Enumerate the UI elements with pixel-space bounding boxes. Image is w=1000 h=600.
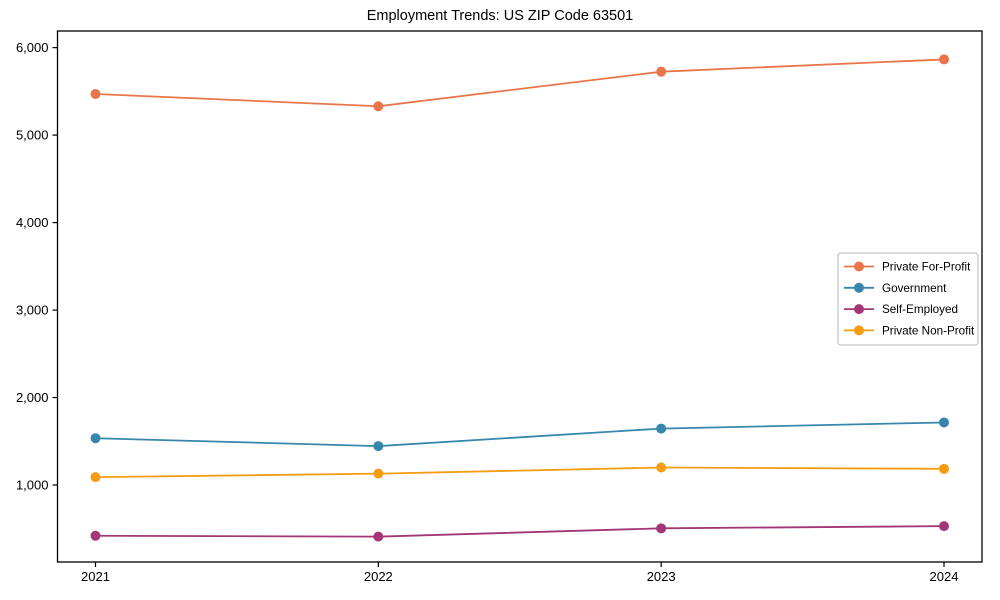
legend-label: Private Non-Profit xyxy=(882,324,975,337)
point-self-employed-2022 xyxy=(373,531,384,542)
point-private-for-profit-2021 xyxy=(90,88,101,99)
point-private-non-profit-2022 xyxy=(373,468,384,479)
point-self-employed-2023 xyxy=(656,523,667,534)
point-self-employed-2021 xyxy=(90,530,101,541)
y-tick-label: 1,000 xyxy=(16,478,49,493)
y-tick-label: 2,000 xyxy=(16,390,49,405)
point-government-2021 xyxy=(90,433,101,444)
x-tick-label: 2023 xyxy=(647,569,676,584)
legend-box xyxy=(837,252,979,346)
legend-marker xyxy=(854,261,864,272)
point-private-non-profit-2023 xyxy=(656,462,667,473)
line-government xyxy=(95,421,945,447)
legend-marker xyxy=(854,282,864,293)
point-private-non-profit-2021 xyxy=(90,472,101,483)
legend-item-private-non-profit: Private Non-Profit xyxy=(844,324,975,337)
y-tick-label: 6,000 xyxy=(16,40,49,55)
legend-label: Private For-Profit xyxy=(882,261,971,274)
x-tick-label: 2024 xyxy=(930,569,959,584)
legend-label: Self-Employed xyxy=(882,303,958,316)
legend-item-private-for-profit: Private For-Profit xyxy=(844,261,971,274)
line-private-non-profit xyxy=(95,466,945,479)
point-government-2022 xyxy=(373,441,384,452)
legend-marker xyxy=(854,304,864,315)
y-tick-label: 5,000 xyxy=(16,128,49,143)
point-self-employed-2024 xyxy=(939,521,949,532)
y-tick-label: 4,000 xyxy=(16,215,49,230)
x-tick-label: 2021 xyxy=(81,569,110,584)
legend-item-self-employed: Self-Employed xyxy=(844,303,958,316)
point-government-2024 xyxy=(939,417,949,428)
point-private-for-profit-2024 xyxy=(939,54,949,65)
line-self-employed xyxy=(95,525,945,538)
plot-border xyxy=(56,30,983,563)
legend-label: Government xyxy=(882,282,947,295)
legend: Private For-Profit Government Self-Employe… xyxy=(837,252,979,346)
chart-title: Employment Trends: US ZIP Code 63501 xyxy=(366,8,634,24)
point-government-2023 xyxy=(656,423,667,434)
line-private-for-profit xyxy=(95,58,945,108)
y-tick-label: 3,000 xyxy=(16,303,49,318)
legend-marker xyxy=(854,325,864,336)
point-private-for-profit-2022 xyxy=(373,101,384,112)
point-private-non-profit-2024 xyxy=(939,463,949,474)
point-private-for-profit-2023 xyxy=(656,66,667,77)
legend-item-government: Government xyxy=(844,282,947,295)
x-tick-label: 2022 xyxy=(364,569,393,584)
